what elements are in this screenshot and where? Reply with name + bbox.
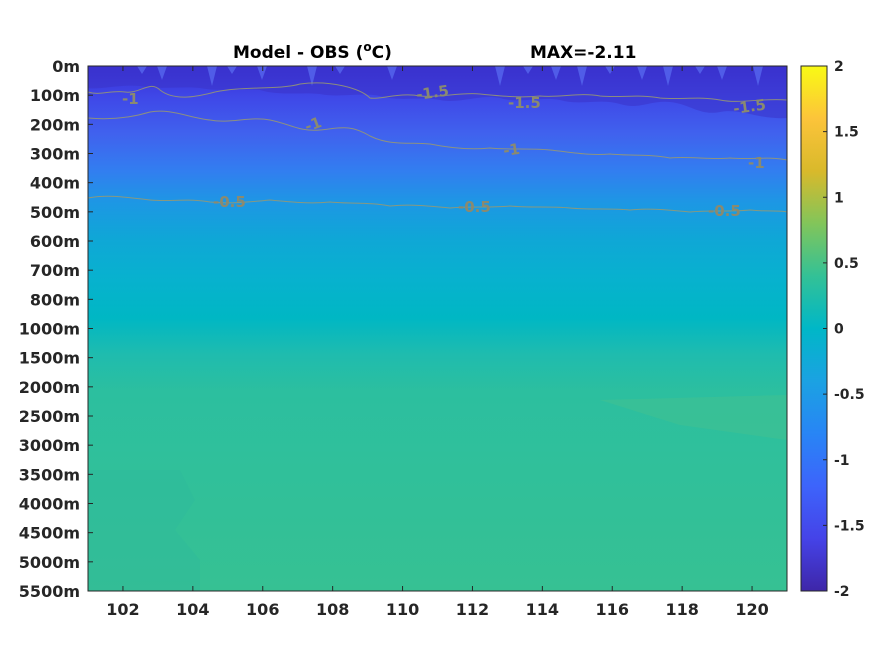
contour-label: -0.5: [213, 193, 246, 211]
y-tick-label: 1000m: [19, 320, 80, 339]
abyssal-patch: [88, 470, 200, 591]
surface-spike: [495, 66, 505, 86]
contour-label: -1: [748, 154, 765, 172]
surface-spike: [157, 66, 167, 80]
y-tick-label: 600m: [30, 232, 80, 251]
chart-title: Model - OBS (oC) MAX=-2.11: [233, 40, 636, 63]
y-tick-label: 5000m: [19, 553, 80, 572]
surface-spike: [695, 66, 705, 74]
y-axis: 0m 100m 200m 300m 400m 500m 600m 700m 800m 1000m 1…: [19, 57, 93, 601]
title-left: Model - OBS (: [233, 43, 363, 63]
colorbar-ticks: 2 1.5 1 0.5 0 -0.5 -1 -1.5 -2: [823, 59, 865, 600]
y-tick-label: 2500m: [19, 407, 80, 426]
y-tick-label: 1500m: [19, 349, 80, 368]
contour-label: -0.5: [708, 202, 741, 220]
y-tick-label: 400m: [30, 174, 80, 193]
x-tick-label: 112: [456, 600, 489, 619]
x-tick-label: 110: [386, 600, 419, 619]
colorbar: 2 1.5 1 0.5 0 -0.5 -1 -1.5 -2: [800, 59, 865, 600]
contour-label: -1: [302, 113, 324, 136]
contour-label: -0.5: [458, 198, 491, 216]
y-tick-label: 500m: [30, 203, 80, 222]
x-tick-label: 104: [176, 600, 209, 619]
colorbar-tick-label: 1.5: [834, 125, 859, 141]
y-tick-label: 5500m: [19, 582, 80, 601]
svg-text:Model - OBS (oC): Model - OBS (oC): [233, 40, 392, 63]
contour-minus-0-5: [87, 195, 788, 213]
surface-spike: [257, 66, 267, 80]
surface-spike: [637, 66, 647, 80]
surface-spike: [663, 66, 673, 86]
colorbar-tick-label: 1: [834, 190, 844, 206]
colorbar-tick-label: 0.5: [834, 256, 859, 272]
contour-label: -1: [502, 140, 521, 160]
colorbar-tick-label: -0.5: [834, 387, 865, 403]
deep-lighter-patch: [600, 395, 787, 440]
x-tick-label: 108: [316, 600, 349, 619]
colorbar-tick-label: 0: [834, 322, 844, 338]
surface-spike: [717, 66, 727, 80]
y-tick-label: 300m: [30, 145, 80, 164]
surface-spike: [227, 66, 237, 74]
title-unit-tail: C): [372, 43, 392, 63]
y-tick-label: 4500m: [19, 524, 80, 543]
x-tick-label: 116: [596, 600, 629, 619]
surface-spike: [551, 66, 561, 80]
y-tick-label: 200m: [30, 115, 80, 134]
x-tick-label: 106: [246, 600, 279, 619]
y-tick-label: 700m: [30, 261, 80, 280]
y-tick-label: 0m: [52, 57, 80, 76]
surface-dark-band: [88, 66, 787, 119]
surface-spike: [207, 66, 217, 86]
surface-spike: [387, 66, 397, 80]
title-unit: o: [363, 40, 371, 54]
plot-area: -1.5 -1.5 -1.5 -1 -1 -1 -1 -0.5 -0.5 -0.5: [87, 65, 788, 592]
heatmap-field: [88, 66, 787, 591]
colorbar-tick-label: -2: [834, 584, 850, 600]
y-tick-label: 4000m: [19, 495, 80, 514]
contour-label: -1: [122, 90, 139, 108]
contour-label: -1.5: [508, 94, 541, 112]
contour-label: -1.5: [415, 82, 450, 104]
x-tick-label: 120: [735, 600, 768, 619]
surface-spike: [307, 66, 317, 86]
colorbar-tick-label: -1: [834, 453, 850, 469]
contour-label: -1.5: [732, 96, 767, 118]
x-tick-label: 118: [665, 600, 698, 619]
colorbar-tick-label: 2: [834, 59, 844, 75]
title-max: MAX=-2.11: [530, 43, 636, 63]
contour-lines: [87, 82, 788, 213]
surface-spike: [577, 66, 587, 86]
y-tick-label: 100m: [30, 86, 80, 105]
x-tick-label: 114: [526, 600, 559, 619]
surface-spike: [523, 66, 533, 74]
y-tick-label: 2000m: [19, 378, 80, 397]
x-axis: 102 104 106 108 110 112 114 116 118 120: [106, 66, 769, 619]
surface-spike: [753, 66, 763, 86]
y-tick-label: 3000m: [19, 436, 80, 455]
contour-minus-1-5: [87, 82, 788, 102]
y-tick-label: 800m: [30, 290, 80, 309]
surface-spike: [335, 66, 345, 74]
y-tick-label: 3500m: [19, 465, 80, 484]
contour-labels: -1.5 -1.5 -1.5 -1 -1 -1 -1 -0.5 -0.5 -0.5: [122, 82, 767, 220]
contour-minus-1: [87, 110, 788, 161]
x-tick-label: 102: [106, 600, 139, 619]
colorbar-tick-label: -1.5: [834, 518, 865, 534]
surface-spike: [137, 66, 147, 74]
colorbar-gradient: [800, 65, 828, 592]
